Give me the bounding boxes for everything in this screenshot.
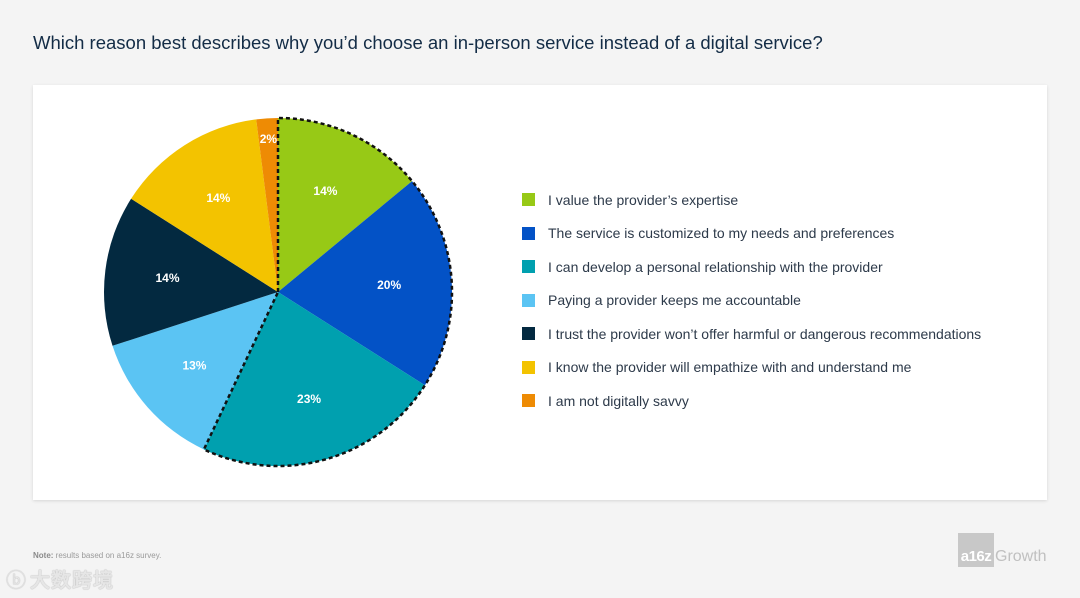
slice-label-1: 14% (313, 184, 337, 198)
legend-label: Paying a provider keeps me accountable (548, 292, 801, 309)
legend-item-3: I can develop a personal relationship wi… (522, 250, 981, 284)
legend-swatch (522, 193, 535, 207)
slice-label-5: 14% (156, 271, 180, 285)
legend-item-1: I value the provider’s expertise (522, 183, 981, 217)
pie-slice-2 (278, 181, 452, 386)
legend-swatch (522, 327, 535, 341)
legend: I value the provider’s expertise The serv… (522, 183, 981, 418)
watermark-text: 大数跨境 (30, 569, 114, 592)
note-label: Note: (33, 551, 54, 560)
legend-item-2: The service is customized to my needs an… (522, 217, 981, 251)
chart-title: Which reason best describes why you’d ch… (33, 32, 823, 53)
pie-slice-4 (112, 292, 278, 450)
legend-label: I am not digitally savvy (548, 392, 689, 409)
legend-label: I can develop a personal relationship wi… (548, 258, 883, 275)
slice-label-6: 14% (206, 191, 230, 205)
slice-label-4: 13% (182, 359, 206, 373)
legend-swatch (522, 293, 535, 307)
brand-logo: a16z Growth (958, 533, 1047, 567)
legend-label: The service is customized to my needs an… (548, 225, 895, 242)
note-text: results based on a16z survey. (53, 551, 162, 560)
pie-slice-6 (131, 119, 278, 292)
pie-slice-7 (256, 118, 278, 292)
slice-label-2: 20% (377, 278, 401, 292)
brand-mark: a16z (958, 533, 994, 567)
pie-slice-3 (203, 292, 425, 466)
legend-item-5: I trust the provider won’t offer harmful… (522, 317, 981, 351)
watermark: ⓑ 大数跨境 (6, 563, 114, 593)
footnote: Note: results based on a16z survey. (33, 551, 161, 560)
legend-item-6: I know the provider will empathize with … (522, 351, 981, 385)
legend-swatch (522, 360, 535, 374)
legend-label: I value the provider’s expertise (548, 191, 739, 208)
highlight-outline (202, 116, 454, 468)
legend-label: I trust the provider won’t offer harmful… (548, 325, 982, 342)
pie-slice-5 (104, 198, 279, 346)
legend-item-4: Paying a provider keeps me accountable (522, 284, 981, 318)
chart-card: 14% 20% 23% 13% 14% 14% 2% I value the provide… (33, 85, 1047, 500)
slice-label-3: 23% (297, 392, 321, 406)
legend-swatch (522, 260, 535, 274)
pie-slice-1 (278, 118, 413, 292)
slice-label-7: 2% (260, 132, 278, 146)
watermark-icon: ⓑ (6, 569, 26, 592)
pie-chart: 14% 20% 23% 13% 14% 14% 2% (104, 116, 454, 468)
legend-label: I know the provider will empathize with … (548, 359, 912, 376)
brand-name: Growth (995, 548, 1047, 565)
legend-item-7: I am not digitally savvy (522, 384, 981, 418)
legend-swatch (522, 394, 535, 408)
legend-swatch (522, 226, 535, 240)
